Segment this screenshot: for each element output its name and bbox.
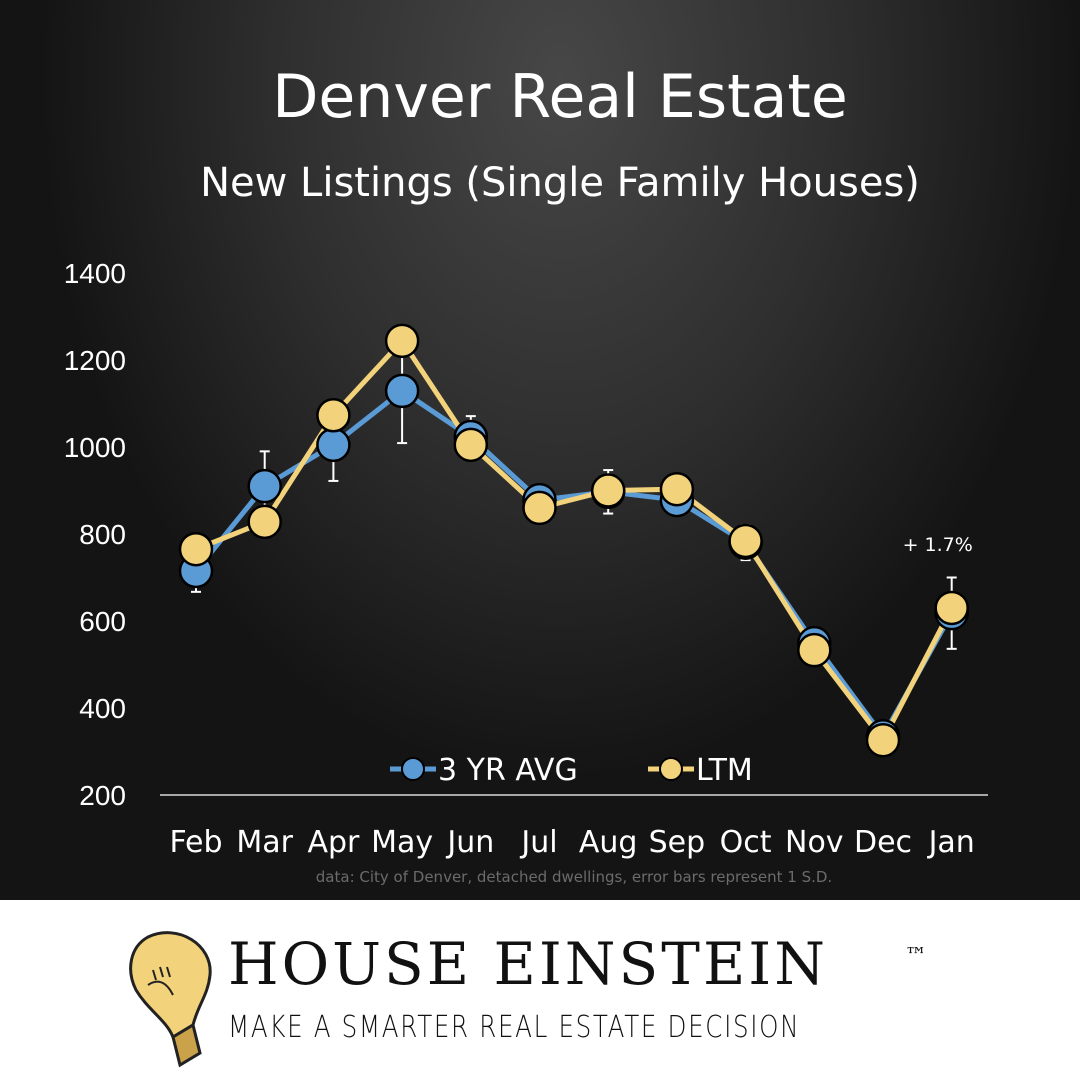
data-point-1 [590, 473, 626, 508]
legend-marker [401, 757, 425, 781]
data-point-1 [659, 471, 695, 507]
data-point-0 [384, 373, 420, 409]
x-tick-label: Apr [307, 825, 360, 860]
x-tick-label: Nov [785, 825, 844, 860]
data-point-1 [865, 722, 901, 758]
x-tick-label: Jul [519, 825, 557, 860]
x-tick-label: Jan [927, 825, 975, 860]
data-point-1 [316, 397, 351, 433]
data-point-0 [247, 468, 282, 504]
data-point-1 [178, 531, 214, 567]
x-tick-label: Jun [445, 825, 494, 860]
legend-label: 3 YR AVG [438, 753, 578, 788]
legend-label: LTM [696, 753, 753, 788]
x-tick-label: Feb [169, 825, 222, 860]
data-point-1 [728, 523, 763, 559]
data-point-1 [934, 590, 969, 626]
series-line-1 [195, 336, 954, 745]
chart-subtitle: New Listings (Single Family Houses) [200, 160, 920, 206]
y-tick-label: 1200 [64, 345, 126, 376]
chart-title: Denver Real Estate [272, 62, 848, 132]
data-source-note: data: City of Denver, detached dwellings… [315, 868, 833, 886]
y-tick-label: 1000 [64, 432, 126, 463]
lightbulb-logo-icon [129, 931, 212, 1068]
logo-wordmark: HOUSE EINSTEIN [228, 930, 828, 998]
data-point-1 [247, 504, 282, 540]
y-tick-label: 1400 [64, 258, 126, 289]
y-tick-label: 200 [79, 780, 126, 811]
data-point-0 [316, 427, 351, 463]
y-tick-label: 600 [79, 606, 126, 637]
data-point-1 [522, 490, 557, 526]
x-tick-label: Dec [854, 825, 912, 860]
annotation-label: + 1.7% [903, 534, 973, 556]
y-tick-label: 800 [79, 519, 126, 550]
logo-tagline: MAKE A SMARTER REAL ESTATE DECISION [228, 1010, 801, 1045]
y-tick-label: 400 [79, 693, 126, 724]
data-point-1 [384, 323, 420, 359]
chart-panel [0, 0, 1080, 900]
line-chart: 200 400 600 800 1000 1200 1400 Feb Mar Apr May Jun J… [64, 258, 988, 860]
x-tick-label: Mar [236, 825, 293, 860]
x-tick-label: May [371, 825, 433, 860]
data-point-1 [797, 632, 832, 668]
x-tick-label: Aug [579, 825, 638, 860]
x-tick-label: Sep [649, 825, 706, 860]
data-point-1 [453, 427, 489, 463]
trademark-symbol: ™ [905, 944, 927, 969]
x-tick-label: Oct [720, 825, 772, 860]
legend-marker [659, 757, 683, 781]
